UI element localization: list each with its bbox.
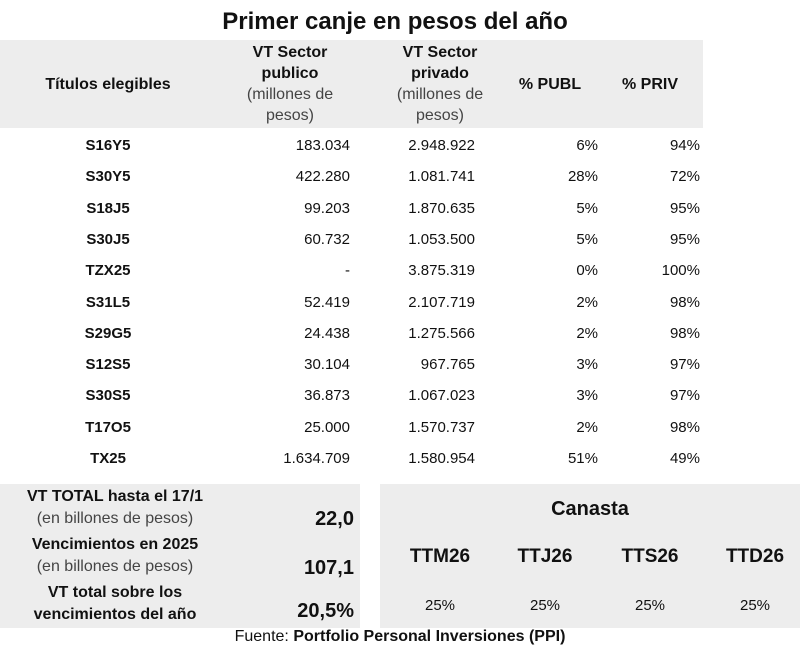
cell-vt-publico: 183.034 <box>295 137 350 154</box>
cell-vt-privado: 1.275.566 <box>408 324 475 342</box>
cell-pct-priv: 98% <box>669 324 700 342</box>
cell-vt-privado: 1.067.023 <box>408 387 475 405</box>
cell-vt-publico: 36.873 <box>304 387 350 405</box>
table-row: TZX25 - 3.875.319 0% 100% <box>0 256 703 286</box>
table-row: T17O5 25.000 1.570.737 2% 98% <box>0 413 703 443</box>
cell-pct-priv: 94% <box>669 137 700 154</box>
header-titulos: Títulos elegibles <box>45 76 171 93</box>
table-row: S12S5 30.104 967.765 3% 97% <box>0 350 703 380</box>
cell-pct-publ: 3% <box>576 356 598 374</box>
cell-vt-publico: 1.634.709 <box>283 450 350 467</box>
source-footer: Fuente: Portfolio Personal Inversiones (… <box>234 628 566 645</box>
cell-pct-publ: 2% <box>576 324 598 342</box>
cell-titulo: S12S5 <box>85 356 131 374</box>
canasta-pct: 25% <box>739 597 771 614</box>
table-row: S30J5 60.732 1.053.500 5% 95% <box>0 225 703 255</box>
cell-vt-publico: 60.732 <box>304 230 350 248</box>
canasta-title: Canasta <box>551 498 629 520</box>
cell-pct-priv: 95% <box>669 199 700 217</box>
cell-titulo: S18J5 <box>86 199 130 217</box>
table-row: S30Y5 422.280 1.081.741 28% 72% <box>0 162 703 192</box>
header-privado: VT Sector privado (millones de pesos) <box>396 44 484 124</box>
summary-ratio-value: 20,5% <box>297 600 354 622</box>
cell-pct-priv: 72% <box>669 168 700 186</box>
cell-pct-priv: 97% <box>669 356 700 374</box>
cell-pct-priv: 49% <box>669 450 700 467</box>
cell-vt-publico: - <box>345 262 350 280</box>
table-row: TX25 1.634.709 1.580.954 51% 49% <box>0 444 703 474</box>
header-pct-priv: % PRIV <box>621 76 678 93</box>
cell-vt-publico: 30.104 <box>304 356 350 374</box>
summary-vt-total: VT TOTAL hasta el 17/1 (en billones de pe… <box>26 488 204 527</box>
table-row: S30S5 36.873 1.067.023 3% 97% <box>0 381 703 411</box>
cell-pct-publ: 28% <box>567 168 598 186</box>
cell-pct-priv: 97% <box>669 387 700 405</box>
cell-pct-priv: 98% <box>669 293 700 311</box>
cell-pct-publ: 5% <box>576 199 598 217</box>
summary-ratio: VT total sobre los vencimientos del año <box>33 584 197 623</box>
cell-vt-privado: 1.570.737 <box>408 418 475 436</box>
cell-titulo: S30Y5 <box>85 168 131 186</box>
canasta-ticker: TTS26 <box>621 546 679 567</box>
cell-pct-publ: 6% <box>576 137 598 154</box>
cell-vt-privado: 1.870.635 <box>408 199 475 217</box>
cell-vt-privado: 2.107.719 <box>408 293 475 311</box>
cell-vt-privado: 967.765 <box>420 356 475 374</box>
canasta-pct: 25% <box>424 597 456 614</box>
cell-titulo: S30J5 <box>86 230 130 248</box>
cell-vt-privado: 3.875.319 <box>408 262 475 280</box>
cell-pct-publ: 51% <box>567 450 598 467</box>
cell-titulo: TZX25 <box>85 262 131 280</box>
page-title: Primer canje en pesos del año <box>222 8 568 35</box>
table-row: S31L5 52.419 2.107.719 2% 98% <box>0 288 703 318</box>
cell-titulo: S30S5 <box>85 387 131 405</box>
cell-vt-publico: 52.419 <box>304 293 350 311</box>
cell-pct-publ: 0% <box>576 262 598 280</box>
header-pct-publ: % PUBL <box>518 76 582 93</box>
summary-vencimientos-value: 107,1 <box>303 557 354 579</box>
cell-vt-publico: 24.438 <box>304 324 350 342</box>
summary-vencimientos: Vencimientos en 2025 (en billones de peso… <box>31 536 199 575</box>
cell-vt-publico: 25.000 <box>304 418 350 436</box>
cell-pct-priv: 98% <box>669 418 700 436</box>
table-row: S16Y5 183.034 2.948.922 6% 94% <box>0 131 703 161</box>
cell-vt-privado: 1.081.741 <box>408 168 475 186</box>
cell-titulo: TX25 <box>90 450 126 467</box>
cell-titulo: S31L5 <box>85 293 131 311</box>
table-header: Títulos elegibles VT Sector publico (mill… <box>0 40 703 128</box>
canasta-ticker: TTJ26 <box>517 546 573 567</box>
cell-vt-publico: 99.203 <box>304 199 350 217</box>
cell-vt-privado: 1.053.500 <box>408 230 475 248</box>
cell-pct-publ: 3% <box>576 387 598 405</box>
cell-vt-publico: 422.280 <box>295 168 350 186</box>
canasta-ticker: TTM26 <box>409 546 471 567</box>
cell-titulo: S29G5 <box>84 324 132 342</box>
cell-pct-publ: 2% <box>576 418 598 436</box>
table-row: S18J5 99.203 1.870.635 5% 95% <box>0 194 703 224</box>
canasta-ticker: TTD26 <box>725 546 785 567</box>
cell-pct-publ: 2% <box>576 293 598 311</box>
canasta-pct: 25% <box>634 597 666 614</box>
cell-titulo: S16Y5 <box>85 137 131 154</box>
cell-pct-priv: 100% <box>661 262 700 280</box>
canasta-box: Canasta TTM26 25% TTJ26 25% TTS26 25% TTD26 25% <box>380 484 800 628</box>
cell-vt-privado: 2.948.922 <box>408 137 475 154</box>
summary-vt-total-value: 22,0 <box>315 508 354 530</box>
canasta-pct: 25% <box>529 597 561 614</box>
cell-pct-publ: 5% <box>576 230 598 248</box>
header-publico: VT Sector publico (millones de pesos) <box>246 44 334 124</box>
cell-pct-priv: 95% <box>669 230 700 248</box>
cell-titulo: T17O5 <box>85 418 131 436</box>
table-row: S29G5 24.438 1.275.566 2% 98% <box>0 319 703 349</box>
cell-vt-privado: 1.580.954 <box>408 450 475 467</box>
summary-box: VT TOTAL hasta el 17/1 (en billones de pe… <box>0 484 360 628</box>
